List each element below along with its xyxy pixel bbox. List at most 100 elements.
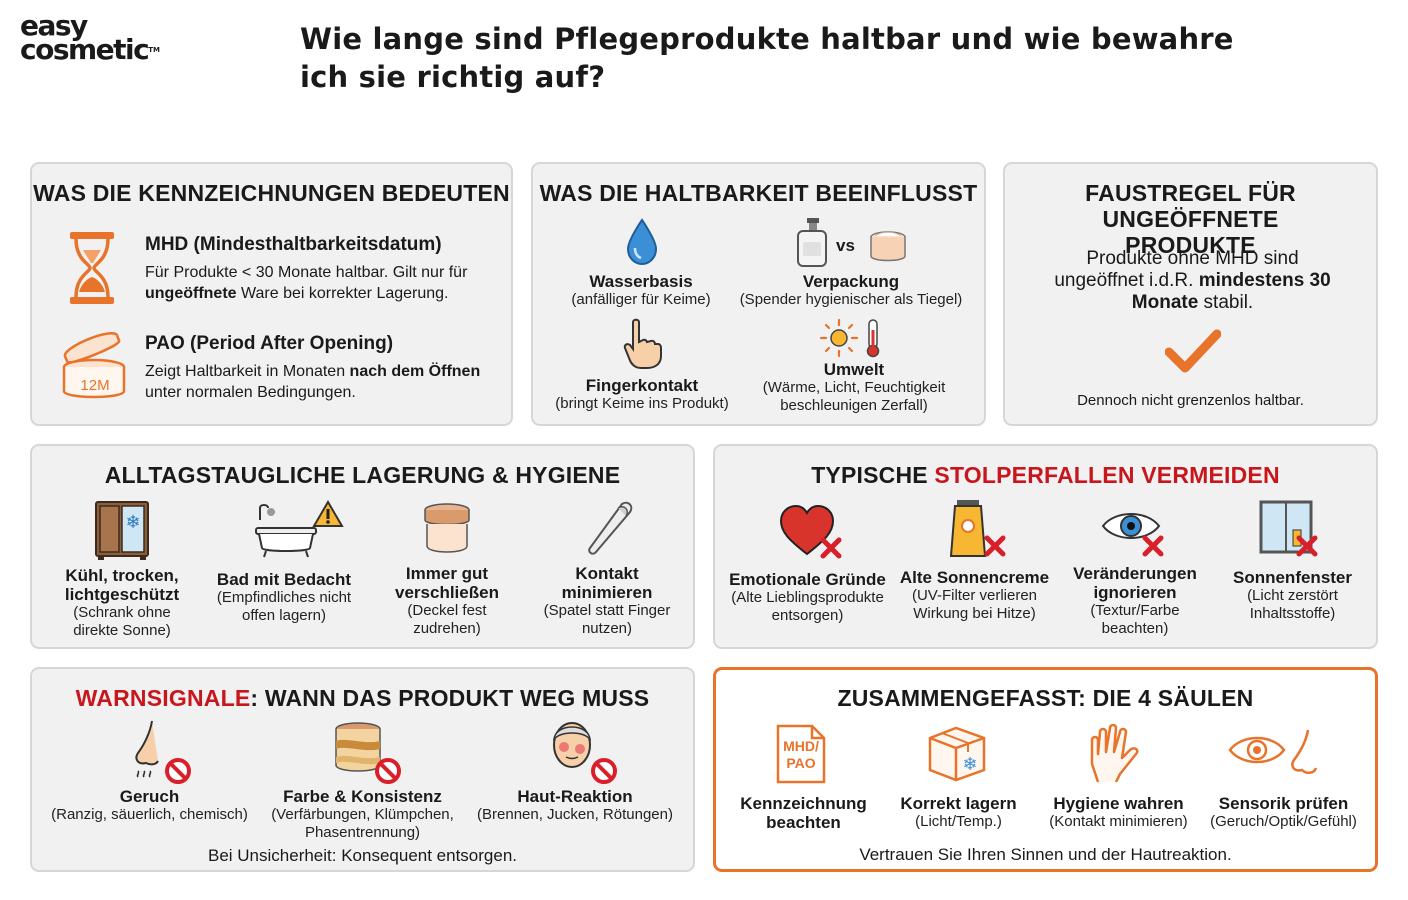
pitfall-window-desc: (Licht zerstört Inhaltsstoffe)	[1247, 587, 1338, 622]
warning-color: Farbe & Konsistenz (Verfärbungen, Klümpc…	[260, 787, 465, 842]
factor-packaging-desc: (Spender hygienischer als Tiegel)	[739, 291, 963, 308]
bathtub-warning-icon	[254, 500, 344, 562]
warning-footer: Bei Unsicherheit: Konsequent entsorgen.	[207, 846, 518, 865]
pao-text-b: unter normalen Bedingungen.	[145, 384, 356, 401]
pump-bottle-icon	[795, 216, 829, 268]
warning-smell-name: Geruch	[119, 787, 180, 806]
storage-cool: Kühl, trocken, lichtgeschützt (Schrank o…	[52, 566, 192, 640]
card-labels: WAS DIE KENNZEICHNUNGEN BEDEUTEN MHD (Mi…	[30, 162, 513, 426]
pillar-sensory: Sensorik prüfen (Geruch/Optik/Gefühl)	[1201, 794, 1366, 831]
warning-skin: Haut-Reaktion (Brennen, Jucken, Rötungen…	[470, 787, 680, 824]
pitfall-changes-name: Veränderungen ignorieren	[1073, 564, 1197, 602]
storage-close-desc: (Deckel fest zudrehen)	[407, 602, 487, 637]
card-warning-signs: WARNSIGNALE: WANN DAS PRODUKT WEG MUSS G…	[30, 667, 695, 872]
pitfall-emotional: Emotionale Gründe (Alte Lieblingsprodukt…	[725, 570, 890, 625]
factor-finger-desc: (bringt Keime ins Produkt)	[555, 395, 729, 412]
mhd-heading: MHD (Mindesthaltbarkeitsdatum)	[145, 234, 442, 255]
document-label-icon: MHD/ PAO	[774, 724, 828, 786]
pao-description: Zeigt Haltbarkeit in Monaten nach dem Öf…	[145, 361, 495, 403]
factor-water-desc: (anfälliger für Keime)	[571, 291, 711, 308]
eye-nose-icon	[1228, 728, 1328, 780]
heart-no-icon	[779, 504, 843, 562]
card-rule-title: FAUSTREGEL FÜR UNGEÖFFNETE PRODUKTE	[1085, 180, 1296, 258]
face-irritation-no-icon	[548, 719, 620, 785]
card-storage-title: ALLTAGSTAUGLICHE LAGERUNG & HYGIENE	[104, 462, 621, 488]
pillar-labeling: Kennzeichnung beachten	[726, 794, 881, 832]
pitfall-sunscreen: Alte Sonnencreme (UV-Filter verlieren Wi…	[897, 568, 1052, 623]
spatula-icon	[582, 500, 634, 562]
warning-title-a: WARNSIGNALE	[75, 685, 251, 711]
pao-text-a: Zeigt Haltbarkeit in Monaten	[145, 363, 350, 380]
nose-no-icon	[128, 719, 194, 785]
storage-contact-desc: (Spatel statt Finger nutzen)	[543, 602, 671, 637]
pitfall-changes: Veränderungen ignorieren (Textur/Farbe b…	[1060, 564, 1210, 638]
vs-label: vs	[836, 236, 855, 255]
pillar-hygiene-name: Hygiene wahren	[1053, 794, 1184, 813]
pitfall-changes-desc: (Textur/Farbe beachten)	[1090, 602, 1180, 637]
pillar-hygiene-desc: (Kontakt minimieren)	[1049, 813, 1188, 830]
card-labels-title: WAS DIE KENNZEICHNUNGEN BEDEUTEN	[33, 180, 510, 206]
rule-footer: Dennoch nicht grenzenlos haltbar.	[1077, 392, 1304, 409]
pillar-storage-desc: (Licht/Temp.)	[915, 813, 1002, 830]
mhd-text-bold: ungeöffnete	[145, 285, 237, 302]
factor-environment-desc: (Wärme, Licht, Feuchtigkeit beschleunige…	[762, 379, 946, 414]
warning-skin-name: Haut-Reaktion	[517, 787, 633, 806]
pitfall-sunscreen-name: Alte Sonnencreme	[899, 568, 1050, 587]
factor-water-name: Wasserbasis	[589, 272, 693, 291]
pao-text-bold: nach dem Öffnen	[349, 363, 481, 380]
warning-color-name: Farbe & Konsistenz	[283, 787, 442, 806]
sun-thermometer-icon	[819, 318, 885, 358]
pitfalls-title-b: STOLPERFALLEN VERMEIDEN	[934, 462, 1280, 488]
pitfall-emotional-name: Emotionale Gründe	[729, 570, 886, 589]
rule-text-b: stabil.	[1198, 292, 1254, 313]
pao-heading: PAO (Period After Opening)	[145, 333, 394, 354]
cabinet-icon: ❄	[94, 500, 150, 560]
logo-line-2: cosmetic	[20, 33, 150, 66]
factor-environment-name: Umwelt	[823, 360, 885, 379]
pillar-sensory-name: Sensorik prüfen	[1218, 794, 1349, 813]
hourglass-icon	[66, 230, 118, 306]
storage-cool-name: Kühl, trocken, lichtgeschützt	[64, 566, 180, 604]
warning-smell: Geruch (Ranzig, säuerlich, chemisch)	[42, 787, 257, 824]
factor-environment: Umwelt (Wärme, Licht, Feuchtigkeit besch…	[749, 360, 959, 415]
jar-label: 12M	[80, 377, 110, 394]
water-drop-icon	[625, 218, 659, 266]
mhd-text-a: Für Produkte < 30 Monate haltbar. Gilt n…	[145, 264, 468, 281]
window-no-icon	[1259, 500, 1321, 562]
logo-line-1: easy	[20, 9, 88, 42]
svg-text:❄: ❄	[125, 512, 140, 533]
rule-text-a: Produkte ohne MHD sind ungeöffnet i.d.R.	[1054, 248, 1299, 291]
storage-bath-name: Bad mit Bedacht	[216, 570, 352, 589]
pitfall-sunscreen-desc: (UV-Filter verlieren Wirkung bei Hitze)	[911, 587, 1038, 622]
factor-water: Wasserbasis (anfälliger für Keime)	[551, 272, 731, 309]
svg-text:❄: ❄	[962, 754, 977, 775]
pillar-storage: Korrekt lagern (Licht/Temp.)	[886, 794, 1031, 831]
card-summary: ZUSAMMENGEFASST: DIE 4 SÄULEN MHD/ PAO K…	[713, 667, 1378, 872]
mhd-description: Für Produkte < 30 Monate haltbar. Gilt n…	[145, 262, 505, 304]
cream-jar-icon	[867, 228, 909, 264]
rule-text-bold: mindestens 30 Monate	[1131, 270, 1331, 313]
rule-text: Produkte ohne MHD sind ungeöffnet i.d.R.…	[1045, 248, 1340, 314]
summary-footer: Vertrauen Sie Ihren Sinnen und der Hautr…	[859, 845, 1232, 864]
factor-finger-name: Fingerkontakt	[585, 376, 699, 395]
pillar-storage-name: Korrekt lagern	[900, 794, 1017, 813]
mhd-text-b: Ware bei korrekter Lagerung.	[236, 285, 449, 302]
warning-color-desc: (Verfärbungen, Klümpchen, Phasentrennung…	[271, 806, 454, 841]
storage-close-name: Immer gut verschließen	[395, 564, 499, 602]
card-warning-title: WARNSIGNALE: WANN DAS PRODUKT WEG MUSS	[32, 685, 693, 712]
warning-title-b: : WANN DAS PRODUKT WEG MUSS	[250, 685, 650, 711]
factor-finger: Fingerkontakt (bringt Keime ins Produkt)	[547, 376, 737, 413]
eye-no-icon	[1101, 506, 1165, 560]
warning-smell-desc: (Ranzig, säuerlich, chemisch)	[51, 806, 248, 823]
doc-label: MHD/ PAO	[783, 738, 819, 771]
open-jar-icon: 12M	[58, 329, 132, 401]
card-pitfalls: TYPISCHE STOLPERFALLEN VERMEIDEN Emotion…	[713, 444, 1378, 649]
finger-touch-icon	[621, 318, 663, 370]
checkmark-icon	[1165, 328, 1221, 374]
card-factors-title: WAS DIE HALTBARKEIT BEEINFLUSST	[539, 180, 978, 206]
storage-bath-desc: (Empfindliches nicht offen lagern)	[216, 589, 352, 624]
storage-contact: Kontakt minimieren (Spatel statt Finger …	[537, 564, 677, 638]
factor-packaging: Verpackung (Spender hygienischer als Tie…	[731, 272, 971, 309]
pillar-labeling-name: Kennzeichnung beachten	[740, 794, 867, 832]
pillar-sensory-desc: (Geruch/Optik/Gefühl)	[1210, 813, 1357, 830]
